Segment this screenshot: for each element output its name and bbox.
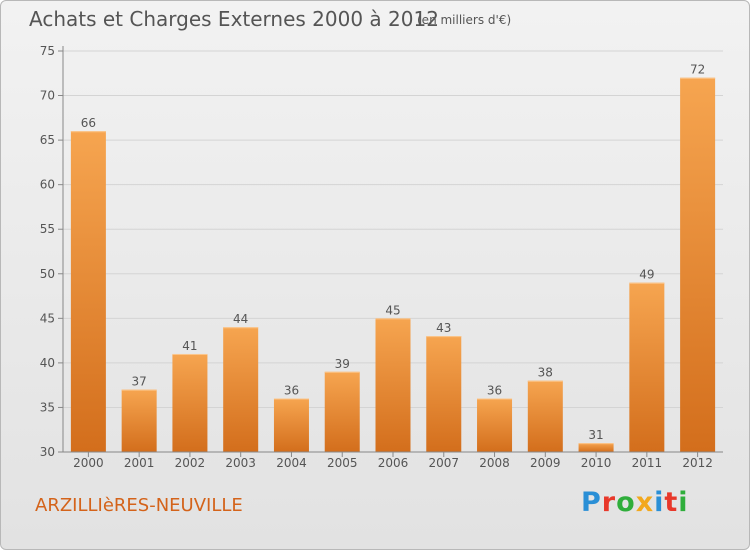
data-label: 38 [538, 366, 553, 380]
x-tick-label: 2006 [378, 456, 409, 470]
bar-2012 [680, 77, 716, 452]
x-tick-label: 2010 [581, 456, 612, 470]
x-tick-label: 2000 [73, 456, 104, 470]
logo-letter: i [654, 487, 665, 518]
data-label: 72 [690, 63, 705, 77]
x-tick-label: 2008 [479, 456, 510, 470]
logo-letter: t [664, 487, 679, 518]
logo-letter: x [635, 487, 655, 518]
y-tick-label: 60 [40, 178, 55, 192]
bar-2000 [70, 131, 106, 452]
x-tick-label: 2009 [530, 456, 561, 470]
bar-2003 [223, 327, 259, 452]
chart-unit-label: (en milliers d'€) [417, 13, 512, 27]
data-label: 37 [132, 375, 147, 389]
data-label: 45 [385, 303, 400, 317]
bar-2006 [375, 318, 411, 452]
y-tick-label: 45 [40, 311, 55, 325]
y-tick-label: 35 [40, 400, 55, 414]
commune-name: ARZILLIèRES-NEUVILLE [35, 495, 243, 516]
bar-2005 [324, 371, 360, 452]
x-tick-label: 2005 [327, 456, 358, 470]
data-label: 49 [639, 268, 654, 282]
x-tick-label: 2002 [175, 456, 206, 470]
y-tick-label: 70 [40, 89, 55, 103]
x-tick-label: 2011 [632, 456, 663, 470]
data-label: 31 [588, 428, 603, 442]
bar-2009 [527, 380, 563, 452]
x-tick-label: 2004 [276, 456, 307, 470]
bar-2008 [477, 398, 513, 452]
bar-2004 [273, 398, 309, 452]
logo-letter: i [678, 487, 689, 518]
y-tick-label: 50 [40, 267, 55, 281]
logo-letter: r [601, 487, 617, 518]
logo-letter: o [616, 487, 636, 518]
data-label: 36 [487, 384, 502, 398]
data-label: 43 [436, 321, 451, 335]
y-tick-label: 55 [40, 222, 55, 236]
data-label: 41 [182, 339, 197, 353]
y-tick-label: 40 [40, 356, 55, 370]
x-tick-label: 2012 [682, 456, 713, 470]
x-tick-label: 2003 [225, 456, 256, 470]
y-tick-label: 65 [40, 133, 55, 147]
x-tick-label: 2001 [124, 456, 155, 470]
data-label: 44 [233, 312, 248, 326]
data-label: 36 [284, 384, 299, 398]
chart-title: Achats et Charges Externes 2000 à 2012 [29, 7, 439, 31]
axes: 30 35 40 45 50 55 60 65 70 75 2000 2001 2002 2003 2004… [40, 44, 723, 470]
data-label: 39 [335, 357, 350, 371]
data-label: 66 [81, 116, 96, 130]
bar-2007 [426, 336, 462, 452]
bar-2010 [578, 443, 614, 452]
y-tick-label: 75 [40, 44, 55, 58]
proxiti-logo[interactable]: Proxiti [581, 487, 689, 518]
bar-2011 [629, 282, 665, 452]
logo-letter: P [581, 487, 602, 518]
bars: 66 37 41 44 36 39 45 43 36 38 31 49 72 [70, 63, 716, 452]
x-tick-label: 2007 [428, 456, 459, 470]
bar-2002 [172, 353, 208, 452]
y-tick-label: 30 [40, 445, 55, 459]
bar-2001 [121, 389, 157, 452]
